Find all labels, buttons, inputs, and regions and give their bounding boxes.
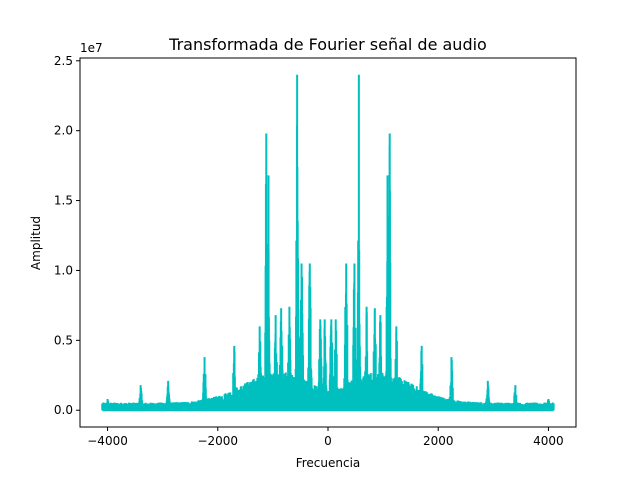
spectrum-series-line (101, 74, 555, 412)
x-axis-label: Frecuencia (296, 456, 361, 470)
x-axis-ticks: −4000 −2000 0 2000 4000 (87, 427, 564, 448)
y-axis-ticks: 0.0 0.5 1.0 1.5 2.0 2.5 (54, 54, 80, 417)
y-axis-label: Amplitud (29, 216, 43, 270)
y-tick-label: 0.0 (54, 403, 73, 417)
y-tick-label: 1.5 (54, 194, 73, 208)
x-tick-label: −2000 (197, 434, 238, 448)
x-tick-label: 0 (324, 434, 332, 448)
y-tick-label: 2.0 (54, 124, 73, 138)
chart-title: Transformada de Fourier señal de audio (168, 35, 487, 54)
x-tick-label: −4000 (87, 434, 128, 448)
x-tick-label: 2000 (423, 434, 454, 448)
x-tick-label: 4000 (533, 434, 564, 448)
y-tick-label: 1.0 (54, 263, 73, 277)
y-tick-label: 2.5 (54, 54, 73, 68)
y-tick-label: 0.5 (54, 333, 73, 347)
plot-area (101, 74, 555, 412)
y-offset-text: 1e7 (80, 41, 103, 55)
